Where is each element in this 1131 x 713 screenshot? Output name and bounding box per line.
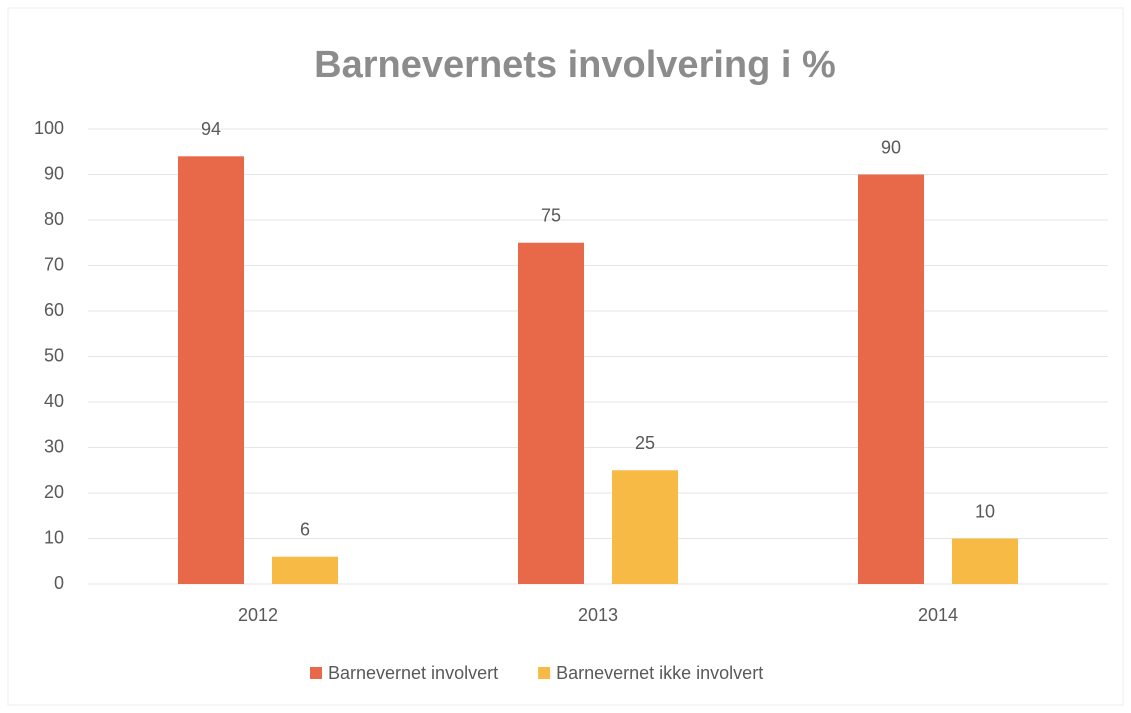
- x-tick-label: 2012: [238, 605, 278, 625]
- legend-label: Barnevernet ikke involvert: [556, 663, 763, 683]
- x-tick-label: 2013: [578, 605, 618, 625]
- x-tick-label: 2014: [918, 605, 958, 625]
- y-tick-label: 40: [44, 391, 64, 411]
- y-tick-label: 20: [44, 482, 64, 502]
- y-tick-label: 100: [34, 118, 64, 138]
- y-tick-label: 80: [44, 209, 64, 229]
- legend-swatch: [310, 667, 322, 679]
- bar: [858, 174, 924, 584]
- y-tick-label: 10: [44, 527, 64, 547]
- y-tick-label: 90: [44, 163, 64, 183]
- legend-label: Barnevernet involvert: [328, 663, 498, 683]
- bar: [272, 556, 338, 584]
- data-label: 90: [881, 137, 901, 157]
- data-label: 25: [635, 433, 655, 453]
- bar: [952, 538, 1018, 584]
- bar: [518, 242, 584, 584]
- data-label: 94: [201, 119, 221, 139]
- bar: [612, 470, 678, 584]
- legend-swatch: [538, 667, 551, 679]
- y-tick-label: 0: [54, 573, 64, 593]
- chart-title: Barnevernets involvering i %: [314, 44, 836, 86]
- y-tick-label: 60: [44, 300, 64, 320]
- bar: [178, 156, 244, 585]
- data-label: 10: [975, 501, 995, 521]
- y-tick-label: 70: [44, 254, 64, 274]
- y-tick-label: 50: [44, 345, 64, 365]
- data-label: 6: [300, 519, 310, 539]
- y-tick-label: 30: [44, 436, 64, 456]
- data-label: 75: [541, 206, 561, 226]
